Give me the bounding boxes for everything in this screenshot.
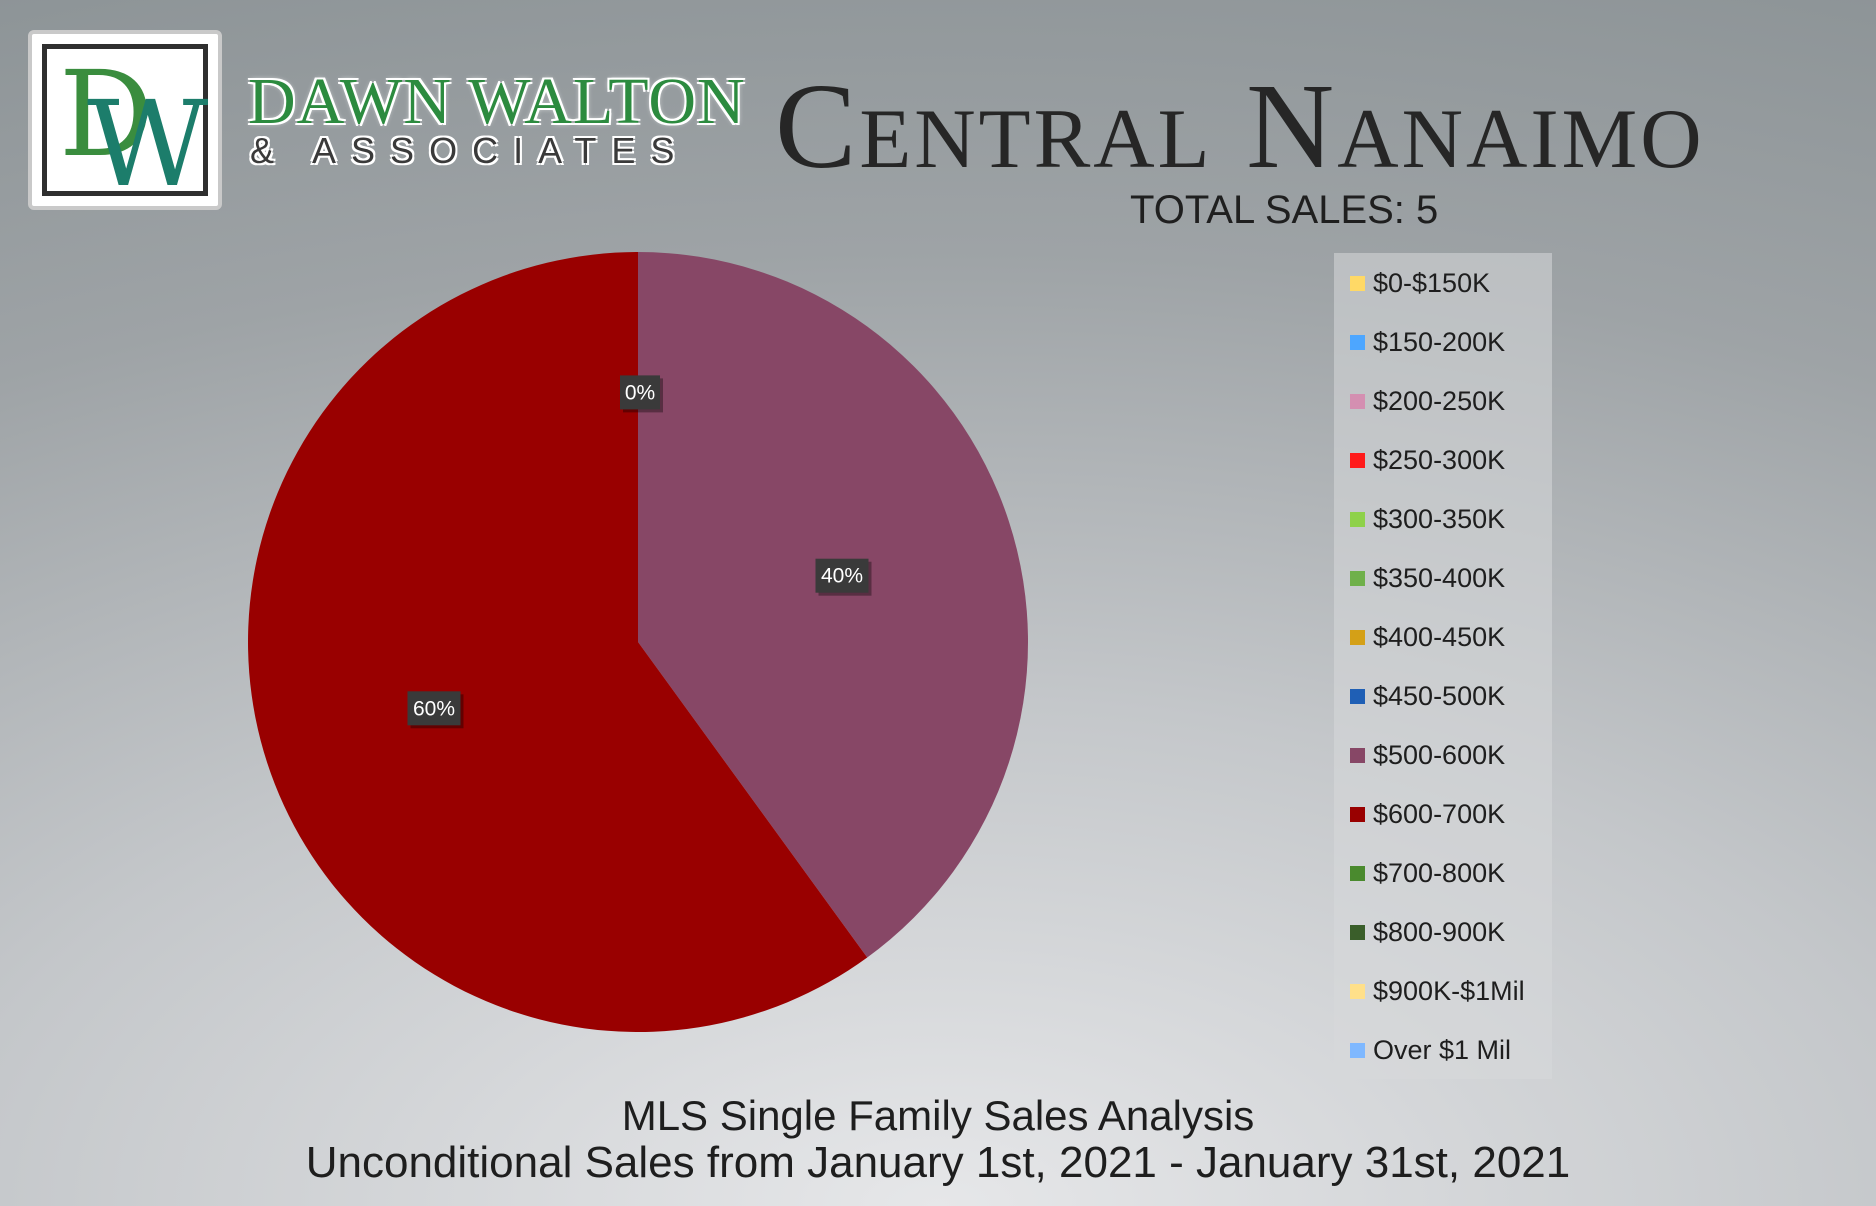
- legend-item-400-450k: $400-450K: [1350, 617, 1505, 657]
- legend-item-600-700k: $600-700K: [1350, 794, 1505, 834]
- legend-label: $450-500K: [1373, 680, 1506, 711]
- legend-swatch: [1350, 983, 1365, 999]
- data-label-text: 0%: [625, 381, 655, 404]
- legend-item-700-800k: $700-800K: [1350, 853, 1505, 893]
- legend-swatch: [1350, 806, 1365, 822]
- legend-label: $150-200K: [1373, 326, 1506, 357]
- legend-label: $250-300K: [1373, 444, 1506, 475]
- page-title: Central Nanaimo: [775, 59, 1705, 194]
- legend-swatch: [1350, 865, 1365, 881]
- legend-swatch: [1350, 393, 1365, 409]
- legend-item-0-150k: $0-$150K: [1350, 263, 1490, 303]
- legend-label: $400-450K: [1373, 621, 1506, 652]
- logo-monogram-d: D: [59, 45, 154, 183]
- data-label-text: 40%: [821, 565, 863, 588]
- legend-item-500-600k: $500-600K: [1350, 735, 1505, 775]
- legend-item-800-900k: $800-900K: [1350, 912, 1505, 952]
- brand-name: DAWN WALTON: [248, 65, 746, 138]
- legend-label: $300-350K: [1373, 503, 1506, 534]
- logo-frame: D W: [42, 44, 208, 203]
- legend-label: $600-700K: [1373, 798, 1506, 829]
- total-sales: TOTAL SALES: 5: [1130, 188, 1439, 232]
- legend-label: $350-400K: [1373, 562, 1506, 593]
- pie-slice-500-600k: [638, 252, 1029, 958]
- legend-swatch: [1350, 452, 1365, 468]
- data-label-600-700k: 60%: [407, 691, 464, 729]
- data-label-text: 60%: [413, 697, 455, 720]
- logo: D W: [28, 30, 222, 210]
- legend-item-150-200k: $150-200K: [1350, 322, 1505, 362]
- pie-slice-600-700k: [248, 252, 868, 1032]
- legend-item-450-500k: $450-500K: [1350, 676, 1505, 716]
- legend-swatch: [1350, 570, 1365, 586]
- footer-title: MLS Single Family Sales Analysis: [621, 1092, 1255, 1139]
- legend-label: $0-$150K: [1373, 267, 1491, 298]
- legend-item-over-1-mil: Over $1 Mil: [1350, 1030, 1511, 1070]
- footer-date-range: Unconditional Sales from January 1st, 20…: [305, 1138, 1571, 1187]
- legend-swatch: [1350, 275, 1365, 291]
- legend-item-300-350k: $300-350K: [1350, 499, 1505, 539]
- data-label-500-600k: 40%: [815, 558, 872, 596]
- legend-item-200-250k: $200-250K: [1350, 381, 1505, 421]
- legend-item-350-400k: $350-400K: [1350, 558, 1505, 598]
- legend-label: $900K-$1Mil: [1373, 975, 1525, 1006]
- legend-swatch: [1350, 1042, 1365, 1058]
- legend-label: $800-900K: [1373, 916, 1506, 947]
- legend-swatch: [1350, 629, 1365, 645]
- legend-item-900k-1mil: $900K-$1Mil: [1350, 971, 1525, 1011]
- legend-label: Over $1 Mil: [1373, 1034, 1512, 1065]
- legend-label: $200-250K: [1373, 385, 1506, 416]
- legend-swatch: [1350, 511, 1365, 527]
- brand-subtitle: & ASSOCIATES: [250, 130, 690, 171]
- legend-swatch: [1350, 747, 1365, 763]
- legend-label: $700-800K: [1373, 857, 1506, 888]
- legend-swatch: [1350, 688, 1365, 704]
- logo-monogram-w: W: [87, 75, 209, 213]
- data-label-450-500k: 0%: [620, 375, 663, 413]
- legend-item-250-300k: $250-300K: [1350, 440, 1505, 480]
- legend-swatch: [1350, 924, 1365, 940]
- legend-swatch: [1350, 334, 1365, 350]
- chart-legend: $0-$150K $150-200K $200-250K $250-300K $300-…: [1334, 253, 1552, 1079]
- legend-label: $500-600K: [1373, 739, 1506, 770]
